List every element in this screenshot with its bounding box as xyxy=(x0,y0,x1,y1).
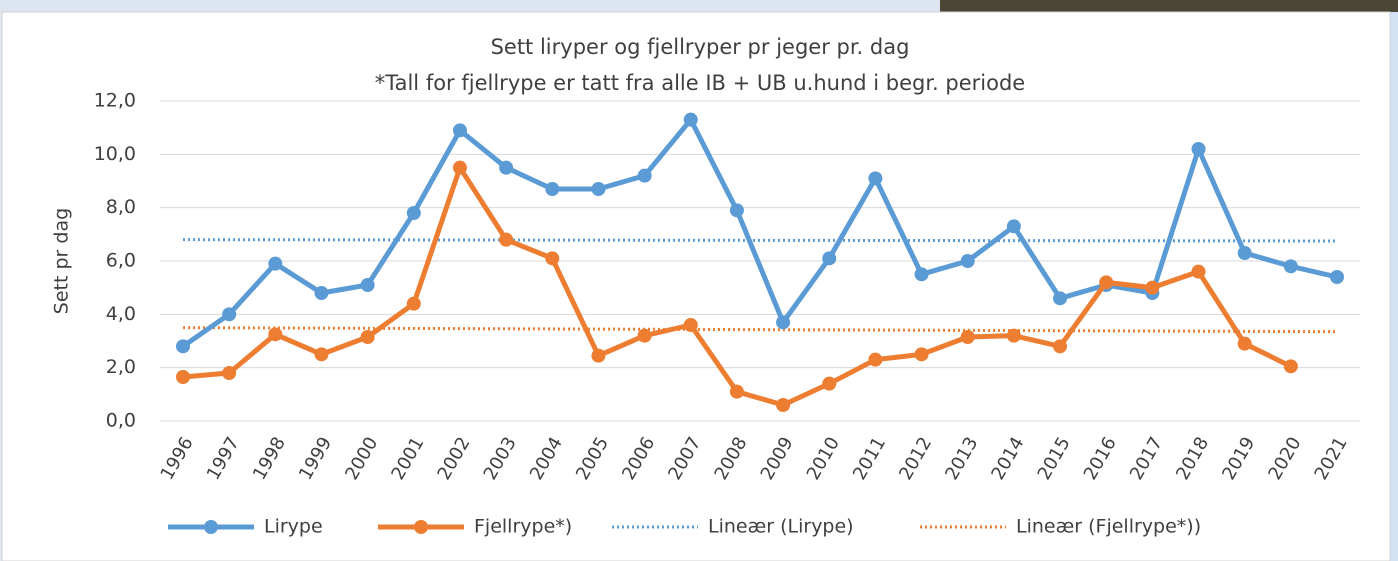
legend-label: Fjellrype*) xyxy=(474,516,572,538)
data-point xyxy=(499,160,514,175)
data-point xyxy=(360,278,375,292)
data-point xyxy=(683,112,698,127)
data-point xyxy=(222,307,237,322)
data-point xyxy=(360,330,375,344)
data-point xyxy=(1053,339,1068,354)
series-line xyxy=(181,117,1338,349)
y-tick-label: 8,0 xyxy=(106,196,136,218)
chart-subtitle: *Tall for fjellrype er tatt fra alle IB … xyxy=(375,71,1025,95)
data-point xyxy=(683,318,698,332)
y-axis-label: Sett pr dag xyxy=(51,208,73,314)
y-tick-label: 6,0 xyxy=(106,250,136,272)
y-tick-label: 12,0 xyxy=(94,90,136,112)
data-point xyxy=(729,203,744,218)
data-point xyxy=(960,330,975,344)
data-point xyxy=(1237,246,1252,260)
data-point xyxy=(1006,219,1021,234)
data-point xyxy=(1099,275,1114,290)
data-point xyxy=(1283,359,1298,374)
legend-marker xyxy=(414,520,428,534)
trend-line xyxy=(182,326,1338,334)
data-point xyxy=(499,232,514,247)
photo-edge xyxy=(940,0,1398,12)
data-point xyxy=(268,256,283,271)
data-point xyxy=(314,286,329,300)
data-point xyxy=(637,168,652,183)
data-point xyxy=(591,182,606,196)
legend-marker xyxy=(204,520,218,534)
data-point xyxy=(406,206,421,220)
data-point xyxy=(591,348,606,363)
data-point xyxy=(1191,142,1206,156)
data-point xyxy=(406,296,421,311)
legend-label: Lineær (Lirype) xyxy=(708,516,854,538)
data-point xyxy=(268,327,283,342)
side-strip xyxy=(1390,12,1398,561)
chart-title: Sett liryper og fjellryper pr jeger pr. … xyxy=(491,35,910,59)
y-tick-label: 2,0 xyxy=(106,356,136,378)
data-point xyxy=(822,251,837,266)
data-point xyxy=(822,376,837,391)
data-point xyxy=(729,384,744,399)
legend-label: Lineær (Fjellrype*)) xyxy=(1016,516,1201,538)
data-point xyxy=(1330,270,1344,284)
data-point xyxy=(176,370,190,384)
data-point xyxy=(1145,280,1160,295)
data-point xyxy=(452,123,467,138)
data-point xyxy=(868,352,883,367)
data-point xyxy=(868,171,883,186)
data-point xyxy=(314,347,329,362)
data-point xyxy=(452,160,467,175)
data-point xyxy=(776,398,791,412)
data-point xyxy=(222,366,237,380)
data-point xyxy=(176,339,190,354)
data-point xyxy=(1191,264,1206,279)
data-point xyxy=(1237,336,1252,351)
legend-label: Lirype xyxy=(264,516,323,538)
data-point xyxy=(545,182,560,196)
data-point xyxy=(1006,328,1021,343)
data-point xyxy=(1053,291,1068,306)
data-point xyxy=(914,347,929,362)
data-point xyxy=(914,267,929,282)
data-point xyxy=(1283,259,1298,274)
y-tick-label: 4,0 xyxy=(106,303,136,325)
data-point xyxy=(776,315,791,330)
trend-line xyxy=(182,238,1338,243)
data-point xyxy=(545,251,560,266)
y-tick-label: 10,0 xyxy=(94,143,136,165)
y-tick-label: 0,0 xyxy=(106,410,136,432)
data-point xyxy=(637,328,652,343)
data-point xyxy=(960,254,975,268)
